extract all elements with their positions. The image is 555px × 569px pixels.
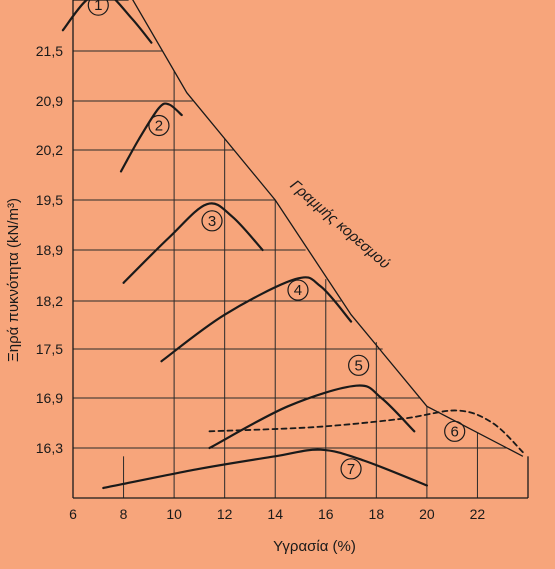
y-tick-label: 18,2 [36, 293, 63, 309]
x-tick-label: 12 [217, 506, 233, 522]
y-tick-label: 16,9 [36, 390, 63, 406]
curve-number-circle [148, 114, 170, 137]
curve-6 [208, 409, 524, 454]
curves [61, 0, 524, 490]
curve-number-6: 6 [444, 420, 466, 442]
x-tick-label: 20 [419, 506, 435, 522]
curve-number-circle [348, 354, 370, 376]
saturation-line [132, 0, 524, 457]
y-tick-label: 18,9 [36, 242, 63, 258]
y-tick-label: 17,5 [36, 341, 63, 357]
curve-number-text: 5 [354, 357, 362, 374]
saturation-line-label: Γραμμής κορεσμού [287, 177, 394, 273]
y-tick-label: 20,2 [36, 142, 63, 158]
x-tick-label: 14 [267, 506, 283, 522]
y-tick-label: 19,5 [36, 192, 63, 208]
curve-number-2: 2 [148, 114, 170, 137]
x-tick-label: 10 [166, 506, 182, 522]
curve-number-circle [287, 279, 309, 301]
curve-number-text: 6 [451, 423, 459, 440]
curve-number-text: 1 [94, 0, 102, 14]
curve-7 [102, 448, 428, 490]
curve-4 [160, 276, 353, 363]
curve-number-text: 4 [294, 282, 302, 299]
curve-number-1: 1 [87, 0, 109, 16]
x-axis-title: Υγρασία (%) [273, 538, 356, 555]
curve-number-circle [444, 420, 466, 442]
x-tick-label: 18 [369, 506, 385, 522]
curve-3 [122, 202, 264, 284]
x-tick-label: 22 [470, 506, 486, 522]
curve-number-4: 4 [287, 279, 309, 301]
curve-number-7: 7 [340, 458, 362, 480]
y-tick-label: 16,3 [36, 440, 63, 456]
curve-number-3: 3 [201, 210, 223, 232]
curve-number-text: 7 [347, 461, 355, 478]
tick-labels: 16,3 16,9 17,5 18,2 18,9 19,5 20,2 20,9 21,5 6 8 10… [36, 43, 486, 522]
x-tick-label: 16 [318, 506, 334, 522]
curve-number-5: 5 [348, 354, 370, 376]
y-tick-label: 20,9 [36, 93, 63, 109]
curve-2 [119, 102, 183, 173]
curve-number-circle [340, 458, 362, 480]
curve-number-circle [201, 210, 223, 232]
x-tick-label: 6 [69, 506, 77, 522]
curve-number-text: 3 [208, 213, 216, 230]
curve-5 [208, 384, 416, 450]
y-axis-title: Ξηρά πυκνότητα (kN/m³) [5, 198, 22, 362]
curve-labels: 1 2 3 4 5 6 7 [87, 0, 466, 480]
chart-frame [72, 0, 529, 499]
grid [73, 50, 507, 498]
x-tick-label: 8 [120, 506, 128, 522]
curve-number-circle [87, 0, 109, 16]
curve-number-text: 2 [155, 118, 163, 135]
curve-1 [61, 0, 153, 44]
y-tick-label: 21,5 [36, 43, 63, 59]
